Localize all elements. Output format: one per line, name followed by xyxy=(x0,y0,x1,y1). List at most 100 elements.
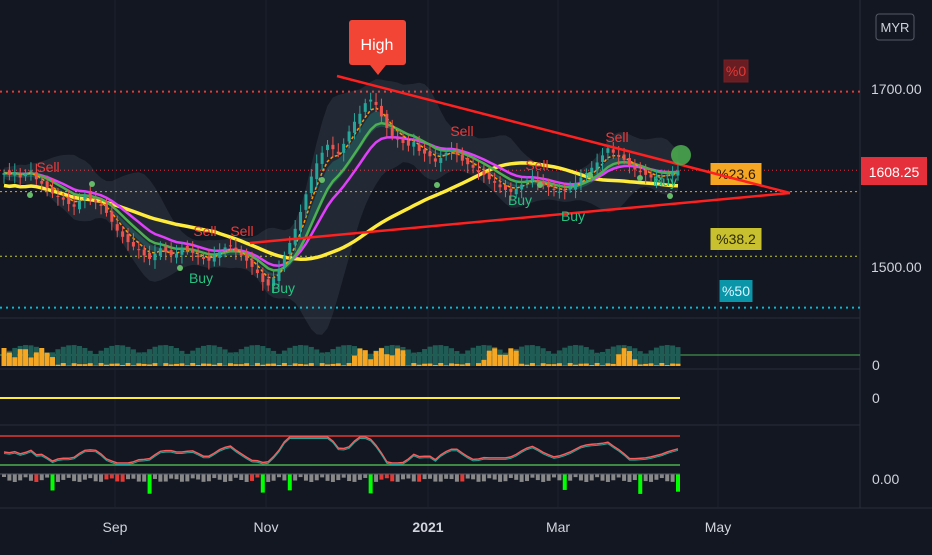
volume-bar-highlight xyxy=(147,364,152,366)
candle-body xyxy=(450,149,453,152)
rsi-histogram-bar xyxy=(34,474,38,482)
candle-body xyxy=(202,257,205,259)
rsi-histogram-bar xyxy=(471,474,475,479)
candle-body xyxy=(170,250,173,255)
rsi-histogram-bar xyxy=(412,474,416,481)
volume-bar xyxy=(255,345,260,366)
volume-bar-highlight xyxy=(7,353,12,366)
last-price-label: 1608.25 xyxy=(869,164,920,180)
candle-body xyxy=(110,211,113,221)
volume-bar xyxy=(406,349,411,366)
rsi-histogram-bar xyxy=(611,474,615,480)
volume-bar-highlight xyxy=(120,365,125,366)
candle-body xyxy=(558,192,561,193)
volume-bar-highlight xyxy=(206,364,211,366)
candle-body xyxy=(218,251,221,258)
rsi-histogram-bar xyxy=(110,474,114,478)
volume-bar-highlight xyxy=(330,364,335,366)
candle-body xyxy=(51,187,54,193)
volume-bar-highlight xyxy=(568,363,573,366)
rsi-histogram-bar xyxy=(644,474,648,481)
volume-bar xyxy=(109,346,114,366)
candle-body xyxy=(482,171,485,175)
rsi-histogram-bar xyxy=(126,474,130,479)
candle-body xyxy=(3,173,6,175)
volume-bar-highlight xyxy=(368,359,373,366)
rsi-histogram-bar xyxy=(191,474,195,478)
candle-body xyxy=(536,180,539,182)
rsi-histogram-bar xyxy=(455,474,459,482)
volume-bar-highlight xyxy=(2,348,7,366)
volume-bar-highlight xyxy=(45,353,50,366)
rsi-histogram-bar xyxy=(390,474,394,481)
volume-bar-highlight xyxy=(659,363,664,366)
volume-bar-highlight xyxy=(55,365,60,366)
currency-button[interactable]: MYR xyxy=(876,14,914,40)
volume-bar xyxy=(77,346,82,366)
candle-body xyxy=(628,158,631,165)
volume-bar xyxy=(250,345,255,366)
candle-body xyxy=(326,145,329,150)
candle-body xyxy=(477,170,480,172)
rsi-histogram-bar xyxy=(547,474,551,481)
volume-bar-highlight xyxy=(654,365,659,366)
volume-bar-highlight xyxy=(82,364,87,366)
candle-body xyxy=(520,185,523,190)
volume-bar-highlight xyxy=(169,364,174,366)
volume-bar-highlight xyxy=(670,364,675,366)
volume-bar-highlight xyxy=(444,365,449,366)
volume-bar xyxy=(444,346,449,366)
rsi-histogram-bar xyxy=(541,474,545,482)
volume-bar xyxy=(287,348,292,366)
candle-body xyxy=(159,248,162,255)
buy-signal-label: Buy xyxy=(508,192,532,208)
candle-body xyxy=(283,256,286,267)
signal-dot xyxy=(177,265,183,271)
rsi-histogram-bar xyxy=(40,474,44,480)
volume-bar-highlight xyxy=(508,348,513,366)
buy-signal-label: Buy xyxy=(653,173,677,189)
volume-bar xyxy=(82,348,87,366)
volume-bar-highlight xyxy=(374,351,379,366)
candle-body xyxy=(623,155,626,160)
fib-level-label: %38.2 xyxy=(716,231,756,247)
rsi-histogram-bar xyxy=(158,474,162,482)
volume-bar-highlight xyxy=(298,364,303,366)
volume-bar-highlight xyxy=(616,354,621,366)
rsi-histogram-bar xyxy=(272,474,276,481)
rsi-histogram-bar xyxy=(363,474,367,478)
volume-bar-highlight xyxy=(573,365,578,366)
volume-bar-highlight xyxy=(152,363,157,366)
candle-body xyxy=(73,204,76,206)
volume-bar-highlight xyxy=(649,363,654,366)
sell-signal-label: Sell xyxy=(605,129,628,145)
candle-body xyxy=(105,204,108,213)
volume-bar-highlight xyxy=(605,363,610,366)
volume-bar-highlight xyxy=(28,357,33,366)
candle-body xyxy=(428,152,431,157)
rsi-histogram-bar xyxy=(180,474,184,482)
rsi-histogram-bar xyxy=(476,474,480,482)
rsi-histogram-bar xyxy=(520,474,524,482)
candle-body xyxy=(633,167,636,169)
rsi-histogram-bar xyxy=(67,474,71,478)
volume-bar-highlight xyxy=(233,364,238,366)
volume-bar-highlight xyxy=(411,363,416,366)
candle-body xyxy=(261,273,264,282)
candle-body xyxy=(353,122,356,133)
volume-bar-highlight xyxy=(341,365,346,366)
rsi-histogram-bar xyxy=(352,474,356,482)
rsi-histogram-bar xyxy=(396,474,400,482)
signal-dot xyxy=(89,181,95,187)
volume-bar-highlight xyxy=(190,363,195,366)
volume-bar xyxy=(519,347,524,366)
volume-bar-highlight xyxy=(551,364,556,366)
candle-body xyxy=(175,254,178,258)
volume-bar xyxy=(347,345,352,366)
candle-body xyxy=(466,158,469,164)
rsi-histogram-bar xyxy=(601,474,605,481)
candle-body xyxy=(24,174,27,176)
volume-bar-highlight xyxy=(352,356,357,366)
candle-body xyxy=(504,185,507,190)
